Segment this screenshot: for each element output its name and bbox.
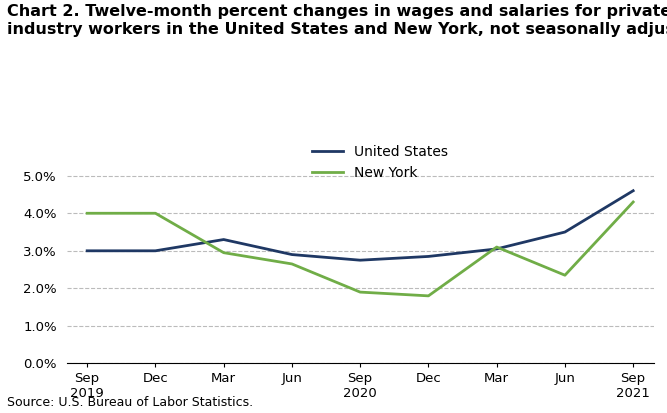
Text: Chart 2. Twelve-month percent changes in wages and salaries for private
industry: Chart 2. Twelve-month percent changes in… <box>7 4 667 36</box>
Legend: United States, New York: United States, New York <box>312 145 448 180</box>
Text: Source: U.S. Bureau of Labor Statistics.: Source: U.S. Bureau of Labor Statistics. <box>7 396 253 409</box>
